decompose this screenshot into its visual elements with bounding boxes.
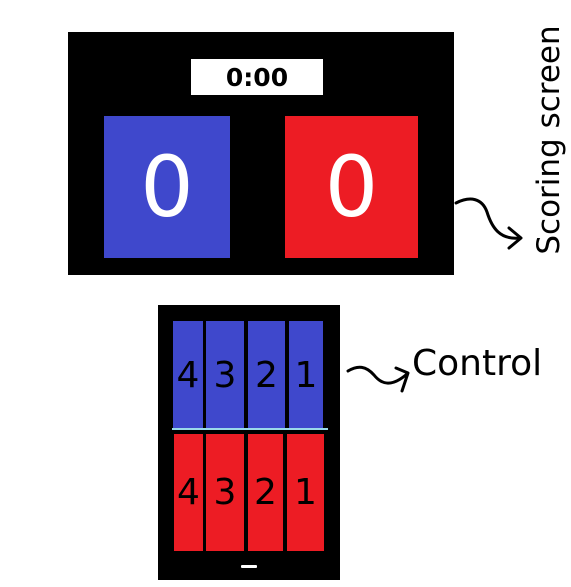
red-button-1[interactable]: 1 bbox=[287, 434, 324, 551]
blue-button-4[interactable]: 4 bbox=[173, 321, 203, 429]
red-button-2[interactable]: 2 bbox=[248, 434, 283, 551]
red-score: 0 bbox=[285, 116, 418, 258]
home-indicator bbox=[241, 565, 257, 568]
blue-button-3[interactable]: 3 bbox=[206, 321, 244, 429]
control-label: Control bbox=[412, 343, 543, 384]
blue-score: 0 bbox=[104, 116, 230, 258]
blue-button-2[interactable]: 2 bbox=[248, 321, 285, 429]
timer-display: 0:00 bbox=[191, 59, 323, 95]
blue-button-1[interactable]: 1 bbox=[289, 321, 323, 429]
control-divider bbox=[172, 428, 328, 430]
red-button-3[interactable]: 3 bbox=[206, 434, 244, 551]
red-button-4[interactable]: 4 bbox=[174, 434, 203, 551]
